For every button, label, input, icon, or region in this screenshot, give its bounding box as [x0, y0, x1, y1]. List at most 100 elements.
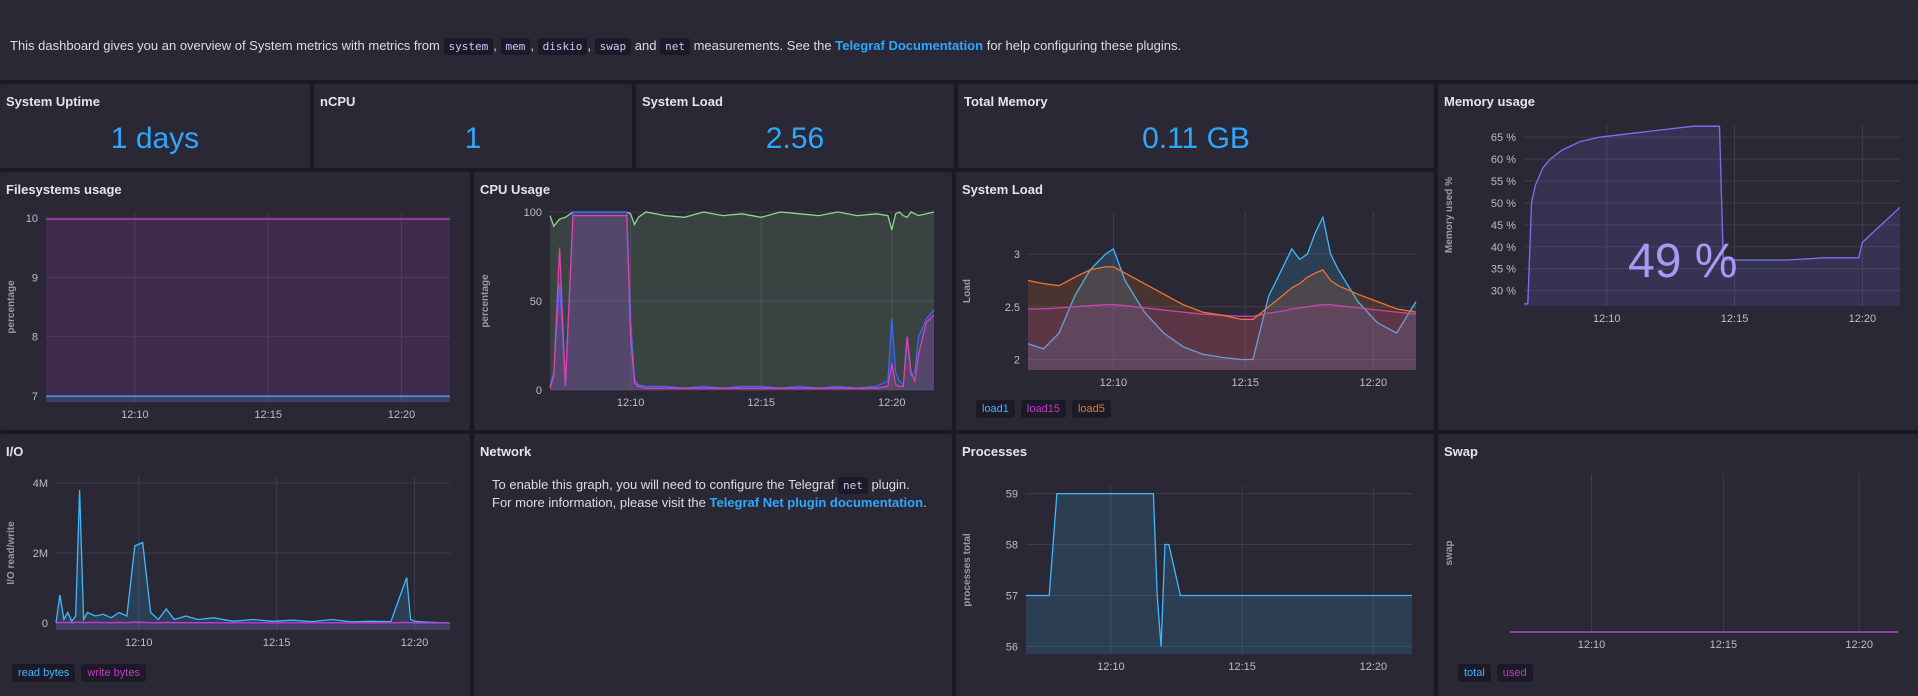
legend-item-load15[interactable]: load15 [1020, 400, 1066, 418]
network-panel: Network To enable this graph, you will n… [474, 434, 952, 696]
memory-usage-panel: Memory usage 30 % 35 % 40 % 45 % 50 % 55 % 60 … [1438, 84, 1918, 430]
io-legend: read bytes write bytes [12, 664, 146, 682]
x-tick-label: 12:15 [254, 409, 282, 421]
y-tick-label: 100 [524, 207, 542, 219]
x-tick-label: 12:10 [1578, 639, 1606, 651]
y-tick-label: 8 [32, 332, 38, 344]
y-tick-label: 40 % [1491, 242, 1516, 254]
x-tick-label: 12:20 [401, 637, 429, 649]
x-tick-label: 12:20 [878, 397, 906, 409]
panel-title: System Load [642, 94, 723, 109]
series-line-write bytes [55, 621, 451, 624]
legend-item-read-bytes[interactable]: read bytes [12, 664, 76, 682]
y-axis-label: percentage [480, 274, 491, 328]
network-text: plugin. [871, 477, 910, 492]
series-line-load15 [1028, 304, 1417, 317]
panel-title: I/O [6, 444, 24, 459]
telegraf-documentation-link[interactable]: Telegraf Documentation [835, 38, 984, 53]
x-tick-label: 12:10 [617, 397, 645, 409]
system-load-panel: System Load 2 2.5 3 12:10 12:15 12:20 Load loa… [956, 172, 1434, 430]
y-tick-label: 2 [1014, 354, 1020, 366]
notes-text-3: for help configuring these plugins. [986, 38, 1182, 53]
legend-item-total[interactable]: total [1458, 664, 1491, 682]
filesystems-chart: 7 8 9 10 12:10 12:15 12:20 percentage [6, 212, 450, 421]
swap-legend: total used [1458, 664, 1533, 682]
total-memory-value: 0.11 GB [1142, 122, 1250, 155]
y-axis-label: Load [962, 279, 973, 303]
y-axis-label: processes total [962, 533, 973, 607]
y-tick-label: 3 [1014, 249, 1020, 261]
series-area [1524, 126, 1900, 306]
code-mem: mem [500, 38, 531, 55]
notes-text: This dashboard gives you an overview of … [10, 38, 440, 53]
legend-item-used[interactable]: used [1496, 664, 1533, 682]
y-axis-label: percentage [6, 280, 17, 334]
x-tick-label: 12:20 [1360, 377, 1388, 389]
period: . [923, 495, 927, 510]
panel-title: System Load [962, 182, 1043, 197]
series-area [550, 215, 934, 390]
panel-title: Filesystems usage [6, 182, 122, 197]
x-tick-label: 12:20 [388, 409, 416, 421]
swap-panel: Swap 12:10 12:15 12:20 swap total used [1438, 434, 1918, 696]
y-tick-label: 56 [1006, 641, 1018, 653]
legend-item-write-bytes[interactable]: write bytes [81, 664, 146, 682]
y-tick-label: 7 [32, 391, 38, 403]
filesystems-panel: Filesystems usage 7 8 9 10 12:10 12:15 12:20 pe… [0, 172, 470, 430]
memory-gauge-value: 49 % [1628, 235, 1738, 288]
code-swap: swap [594, 38, 632, 55]
panel-title: Processes [962, 444, 1028, 459]
comma: , [530, 38, 534, 53]
legend-item-load1[interactable]: load1 [976, 400, 1015, 418]
y-axis-label: swap [1444, 540, 1455, 565]
y-tick-label: 2.5 [1005, 302, 1020, 314]
notes-text-2: measurements. See the [693, 38, 832, 53]
io-chart: 0 2M 4M 12:10 12:15 12:20 I/O read/write [6, 476, 451, 649]
y-tick-label: 45 % [1491, 220, 1516, 232]
y-tick-label: 35 % [1491, 264, 1516, 276]
panel-title: CPU Usage [480, 182, 551, 197]
series-area [1028, 266, 1416, 370]
network-message: To enable this graph, you will need to c… [492, 476, 927, 511]
code-net: net [837, 477, 868, 494]
notes-and: and [634, 38, 657, 53]
y-tick-label: 55 % [1491, 176, 1516, 188]
panel-title: Network [480, 444, 532, 459]
x-tick-label: 12:20 [1845, 639, 1873, 651]
y-tick-label: 57 [1006, 590, 1018, 602]
code-diskio: diskio [537, 38, 588, 55]
system-load-chart: 2 2.5 3 12:10 12:15 12:20 Load [962, 212, 1417, 389]
y-tick-label: 50 [530, 296, 542, 308]
processes-chart: 56 57 58 59 12:10 12:15 12:20 processes total [962, 486, 1412, 673]
series-line-load5 [1027, 266, 1417, 321]
series-line-0 [1026, 492, 1412, 647]
y-axis-label: Memory used % [1444, 177, 1455, 253]
series-area [56, 621, 450, 630]
y-tick-label: 9 [32, 272, 38, 284]
panel-title: System Uptime [6, 94, 100, 109]
ncpu-value: 1 [464, 122, 482, 155]
panel-title: Swap [1444, 444, 1478, 459]
code-system: system [443, 38, 494, 55]
y-tick-label: 10 [26, 213, 38, 225]
system-load-stat-panel: System Load 2.56 [636, 84, 954, 168]
y-tick-label: 59 [1006, 489, 1018, 501]
network-text: For more information, please visit the [492, 495, 706, 510]
x-tick-label: 12:15 [747, 397, 775, 409]
series-area [550, 212, 934, 390]
code-net: net [660, 38, 690, 55]
telegraf-net-plugin-link[interactable]: Telegraf Net plugin documentation [709, 495, 924, 510]
network-line-2: For more information, please visit the T… [492, 494, 927, 511]
notes-panel: This dashboard gives you an overview of … [0, 0, 1918, 80]
panel-title: nCPU [320, 94, 356, 109]
legend-item-load5[interactable]: load5 [1071, 400, 1111, 418]
comma: , [493, 38, 497, 53]
x-tick-label: 12:10 [125, 637, 153, 649]
x-tick-label: 12:10 [1097, 661, 1125, 673]
network-text: To enable this graph, you will need to c… [492, 477, 835, 492]
y-axis-label: I/O read/write [6, 521, 17, 585]
series-area [1028, 217, 1416, 370]
y-tick-label: 58 [1006, 540, 1018, 552]
processes-panel: Processes 56 57 58 59 12:10 12:15 12:20 process… [956, 434, 1434, 696]
y-tick-label: 0 [536, 385, 542, 397]
